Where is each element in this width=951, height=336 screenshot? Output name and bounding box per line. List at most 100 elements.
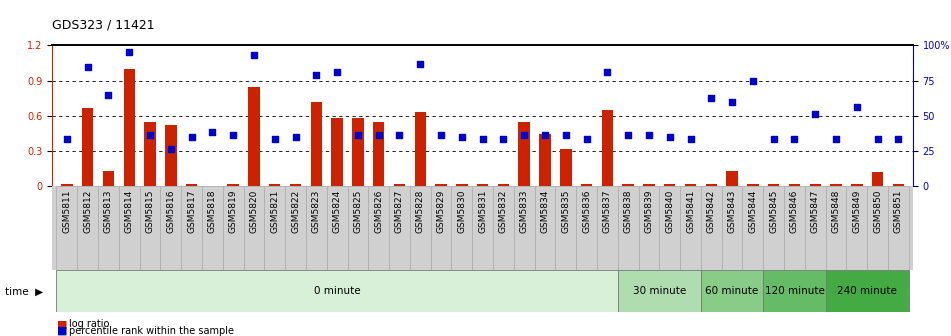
FancyBboxPatch shape: [764, 270, 825, 312]
Text: log ratio: log ratio: [69, 319, 109, 329]
Point: [641, 132, 656, 137]
Bar: [809, 184, 821, 186]
FancyBboxPatch shape: [223, 186, 243, 270]
FancyBboxPatch shape: [243, 186, 264, 270]
Bar: [145, 122, 156, 186]
FancyBboxPatch shape: [202, 186, 223, 270]
FancyBboxPatch shape: [825, 270, 909, 312]
Bar: [165, 125, 177, 186]
Text: GSM5824: GSM5824: [333, 190, 341, 233]
Point: [413, 61, 428, 67]
Text: GSM5814: GSM5814: [125, 190, 134, 233]
Bar: [436, 184, 447, 186]
Point: [143, 132, 158, 137]
Bar: [248, 87, 260, 186]
Text: GSM5847: GSM5847: [811, 190, 820, 233]
Bar: [602, 110, 613, 186]
Bar: [851, 184, 863, 186]
Text: GSM5844: GSM5844: [748, 190, 757, 233]
FancyBboxPatch shape: [410, 186, 431, 270]
FancyBboxPatch shape: [306, 186, 327, 270]
Point: [101, 92, 116, 97]
Point: [475, 137, 491, 142]
Text: time  ▶: time ▶: [5, 287, 43, 296]
Bar: [61, 184, 72, 186]
Text: 240 minute: 240 minute: [837, 287, 897, 296]
Text: GSM5843: GSM5843: [728, 190, 737, 233]
Point: [786, 137, 802, 142]
Text: GSM5846: GSM5846: [790, 190, 799, 233]
Text: GSM5838: GSM5838: [624, 190, 632, 233]
FancyBboxPatch shape: [452, 186, 473, 270]
Bar: [539, 134, 551, 186]
Bar: [456, 184, 468, 186]
Text: GSM5832: GSM5832: [499, 190, 508, 233]
Point: [807, 111, 823, 116]
Point: [350, 132, 365, 137]
Point: [683, 137, 698, 142]
Text: 30 minute: 30 minute: [632, 287, 686, 296]
Text: GSM5833: GSM5833: [519, 190, 529, 233]
FancyBboxPatch shape: [680, 186, 701, 270]
Text: GSM5823: GSM5823: [312, 190, 320, 233]
Bar: [373, 122, 384, 186]
Point: [662, 134, 677, 140]
Text: GSM5818: GSM5818: [208, 190, 217, 233]
Text: ■: ■: [57, 319, 68, 329]
Text: GSM5811: GSM5811: [63, 190, 71, 233]
Text: GSM5827: GSM5827: [395, 190, 404, 233]
Bar: [352, 118, 363, 186]
FancyBboxPatch shape: [327, 186, 347, 270]
FancyBboxPatch shape: [764, 186, 784, 270]
Bar: [768, 184, 780, 186]
Point: [164, 146, 179, 152]
Text: GSM5817: GSM5817: [187, 190, 196, 233]
Bar: [643, 184, 654, 186]
Text: GSM5819: GSM5819: [228, 190, 238, 233]
Bar: [124, 69, 135, 186]
Text: GSM5841: GSM5841: [686, 190, 695, 233]
Text: percentile rank within the sample: percentile rank within the sample: [69, 326, 235, 336]
Point: [495, 137, 511, 142]
FancyBboxPatch shape: [867, 186, 888, 270]
Bar: [706, 184, 717, 186]
Point: [80, 64, 95, 69]
Point: [828, 137, 844, 142]
Point: [246, 52, 262, 57]
FancyBboxPatch shape: [784, 186, 805, 270]
FancyBboxPatch shape: [56, 270, 618, 312]
Bar: [227, 184, 239, 186]
Point: [122, 50, 137, 55]
Point: [767, 137, 782, 142]
Text: GSM5830: GSM5830: [457, 190, 466, 233]
Bar: [893, 184, 904, 186]
Text: ■: ■: [57, 326, 68, 336]
FancyBboxPatch shape: [119, 186, 140, 270]
Text: GSM5842: GSM5842: [707, 190, 716, 233]
Point: [849, 104, 864, 109]
Point: [455, 134, 470, 140]
FancyBboxPatch shape: [534, 186, 555, 270]
FancyBboxPatch shape: [701, 270, 764, 312]
Text: 120 minute: 120 minute: [765, 287, 825, 296]
Text: GSM5849: GSM5849: [852, 190, 862, 233]
Point: [579, 137, 594, 142]
FancyBboxPatch shape: [555, 186, 576, 270]
FancyBboxPatch shape: [285, 186, 306, 270]
Point: [371, 132, 386, 137]
Point: [309, 72, 324, 78]
Text: GSM5815: GSM5815: [146, 190, 154, 233]
Text: GSM5820: GSM5820: [249, 190, 259, 233]
Bar: [394, 184, 405, 186]
FancyBboxPatch shape: [161, 186, 182, 270]
Text: GSM5831: GSM5831: [478, 190, 487, 233]
Text: GDS323 / 11421: GDS323 / 11421: [52, 18, 155, 32]
Point: [59, 137, 74, 142]
FancyBboxPatch shape: [888, 186, 909, 270]
Bar: [830, 184, 842, 186]
FancyBboxPatch shape: [722, 186, 743, 270]
Point: [288, 134, 303, 140]
Text: GSM5836: GSM5836: [582, 190, 592, 233]
Text: GSM5839: GSM5839: [645, 190, 653, 233]
Text: GSM5837: GSM5837: [603, 190, 611, 233]
